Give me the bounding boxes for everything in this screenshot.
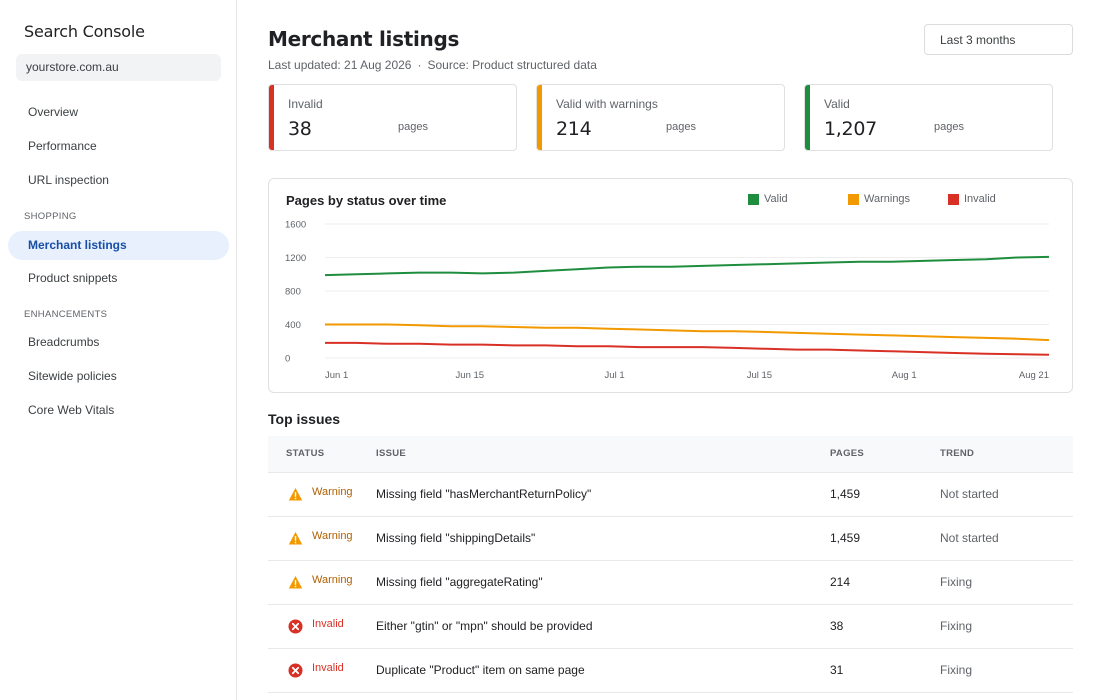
header-pages[interactable]: PAGES: [830, 448, 865, 459]
legend-valid[interactable]: Valid: [748, 193, 788, 205]
table-header: STATUS ISSUE PAGES TREND: [268, 436, 1073, 473]
issue-trend: Fixing: [940, 575, 973, 589]
card-value: 38: [288, 118, 312, 140]
card-unit: pages: [666, 121, 696, 133]
series-line-warnings[interactable]: [325, 323, 1050, 342]
legend-label: Invalid: [964, 193, 996, 205]
header-status[interactable]: STATUS: [286, 448, 325, 459]
header-trend[interactable]: TREND: [940, 448, 975, 459]
issue-name: Missing field "hasMerchantReturnPolicy": [376, 487, 592, 501]
issue-name: Missing field "shippingDetails": [376, 531, 536, 545]
warning-icon: [288, 575, 303, 590]
nav-item-sitewide-policies[interactable]: Sitewide policies: [28, 369, 117, 383]
status-label: Warning: [312, 530, 353, 542]
subtitle-separator: ·: [417, 58, 422, 72]
app-title: Search Console: [24, 22, 145, 41]
top-issues-title: Top issues: [268, 411, 341, 427]
error-icon: [288, 663, 303, 678]
last-updated: Last updated: 21 Aug 2026: [268, 58, 412, 72]
table-row[interactable]: Warning Missing field "hasMerchantReturnP…: [268, 473, 1073, 517]
issues-table: STATUS ISSUE PAGES TREND Warning Missing …: [268, 436, 1073, 693]
y-tick-label: 400: [285, 320, 301, 331]
sidebar: Search Console yourstore.com.au Overview…: [0, 0, 237, 700]
date-range-select[interactable]: Last 3 months: [924, 24, 1073, 55]
card-value: 1,207: [824, 118, 877, 140]
legend-swatch: [748, 193, 759, 205]
status-chart-card: 0 400 800 1200 1600 Jun 1 Jun 15 Jul 1 Jul 15 Aug…: [268, 178, 1073, 393]
card-label: Valid with warnings: [556, 97, 658, 111]
table-row[interactable]: Warning Missing field "aggregateRating" 21…: [268, 561, 1073, 605]
table-row[interactable]: Invalid Either "gtin" or "mpn" should be …: [268, 605, 1073, 649]
status-label: Invalid: [312, 662, 344, 674]
legend-swatch: [848, 193, 859, 205]
card-label: Invalid: [288, 97, 323, 111]
issue-name: Either "gtin" or "mpn" should be provide…: [376, 619, 593, 633]
nav-item-merchant-listings[interactable]: Merchant listings: [8, 231, 229, 260]
property-selector[interactable]: yourstore.com.au: [16, 54, 221, 81]
card-label: Valid: [824, 97, 850, 111]
issue-pages: 1,459: [830, 531, 861, 545]
series-line-invalid[interactable]: [325, 341, 1050, 356]
nav-item-breadcrumbs[interactable]: Breadcrumbs: [28, 335, 100, 349]
status-chart: 0 400 800 1200 1600 Jun 1 Jun 15 Jul 1 Jul 15 Aug…: [285, 220, 1050, 381]
chart-title: Pages by status over time: [286, 193, 447, 208]
header-issue[interactable]: ISSUE: [376, 448, 407, 459]
table-row[interactable]: Warning Missing field "shippingDetails" 1,…: [268, 517, 1073, 561]
page-subtitle: Last updated: 21 Aug 2026 · Source: Produc…: [268, 58, 597, 72]
warning-icon: [288, 487, 303, 502]
table-row[interactable]: Invalid Duplicate "Product" item on same …: [268, 649, 1073, 693]
issue-trend: Fixing: [940, 619, 973, 633]
x-tick-label: Jun 1: [325, 370, 348, 381]
x-tick-label: Jul 1: [605, 370, 625, 381]
status-label: Invalid: [312, 618, 344, 630]
table-body: Warning Missing field "hasMerchantReturnP…: [268, 473, 1073, 693]
issue-pages: 1,459: [830, 487, 861, 501]
card-value: 214: [556, 118, 592, 140]
y-tick-label: 0: [285, 354, 290, 365]
y-tick-label: 1200: [285, 253, 306, 264]
issue-pages: 214: [830, 575, 851, 589]
nav-item-product-snippets[interactable]: Product snippets: [28, 271, 118, 285]
nav-item-core-web-vitals[interactable]: Core Web Vitals: [28, 403, 115, 417]
y-tick-label: 1600: [285, 220, 306, 231]
nav-item-url-inspection[interactable]: URL inspection: [28, 173, 109, 187]
issue-pages: 31: [830, 663, 844, 677]
issue-trend: Not started: [940, 487, 999, 501]
nav-item-performance[interactable]: Performance: [28, 139, 97, 153]
card-color-bar: [805, 85, 810, 150]
x-tick-label: Jun 15: [456, 370, 485, 381]
x-tick-label: Aug 1: [892, 370, 917, 381]
status-card-valid[interactable]: Valid 1,207 pages: [804, 84, 1053, 151]
error-icon: [288, 619, 303, 634]
y-tick-label: 800: [285, 287, 301, 298]
issue-trend: Not started: [940, 531, 999, 545]
status-card-warnings[interactable]: Valid with warnings 214 pages: [536, 84, 785, 151]
nav-section-shopping: SHOPPING: [24, 211, 77, 222]
legend-invalid[interactable]: Invalid: [948, 193, 996, 205]
card-unit: pages: [934, 121, 964, 133]
card-color-bar: [269, 85, 274, 150]
status-card-invalid[interactable]: Invalid 38 pages: [268, 84, 517, 151]
status-label: Warning: [312, 574, 353, 586]
legend-label: Valid: [764, 193, 788, 205]
data-source: Source: Product structured data: [427, 58, 597, 72]
series-line-valid[interactable]: [324, 255, 1050, 277]
nav-section-enhancements: ENHANCEMENTS: [24, 309, 108, 320]
legend-label: Warnings: [864, 193, 911, 205]
x-tick-label: Jul 15: [747, 370, 772, 381]
card-color-bar: [537, 85, 542, 150]
page-title: Merchant listings: [268, 27, 460, 51]
x-tick-label: Aug 21: [1019, 370, 1049, 381]
warning-icon: [288, 531, 303, 546]
legend-swatch: [948, 193, 959, 205]
nav-item-overview[interactable]: Overview: [28, 105, 79, 119]
status-label: Warning: [312, 486, 353, 498]
issue-pages: 38: [830, 619, 844, 633]
issue-name: Duplicate "Product" item on same page: [376, 663, 585, 677]
card-unit: pages: [398, 121, 428, 133]
legend-warnings[interactable]: Warnings: [848, 193, 910, 205]
issue-trend: Fixing: [940, 663, 973, 677]
issue-name: Missing field "aggregateRating": [376, 575, 543, 589]
